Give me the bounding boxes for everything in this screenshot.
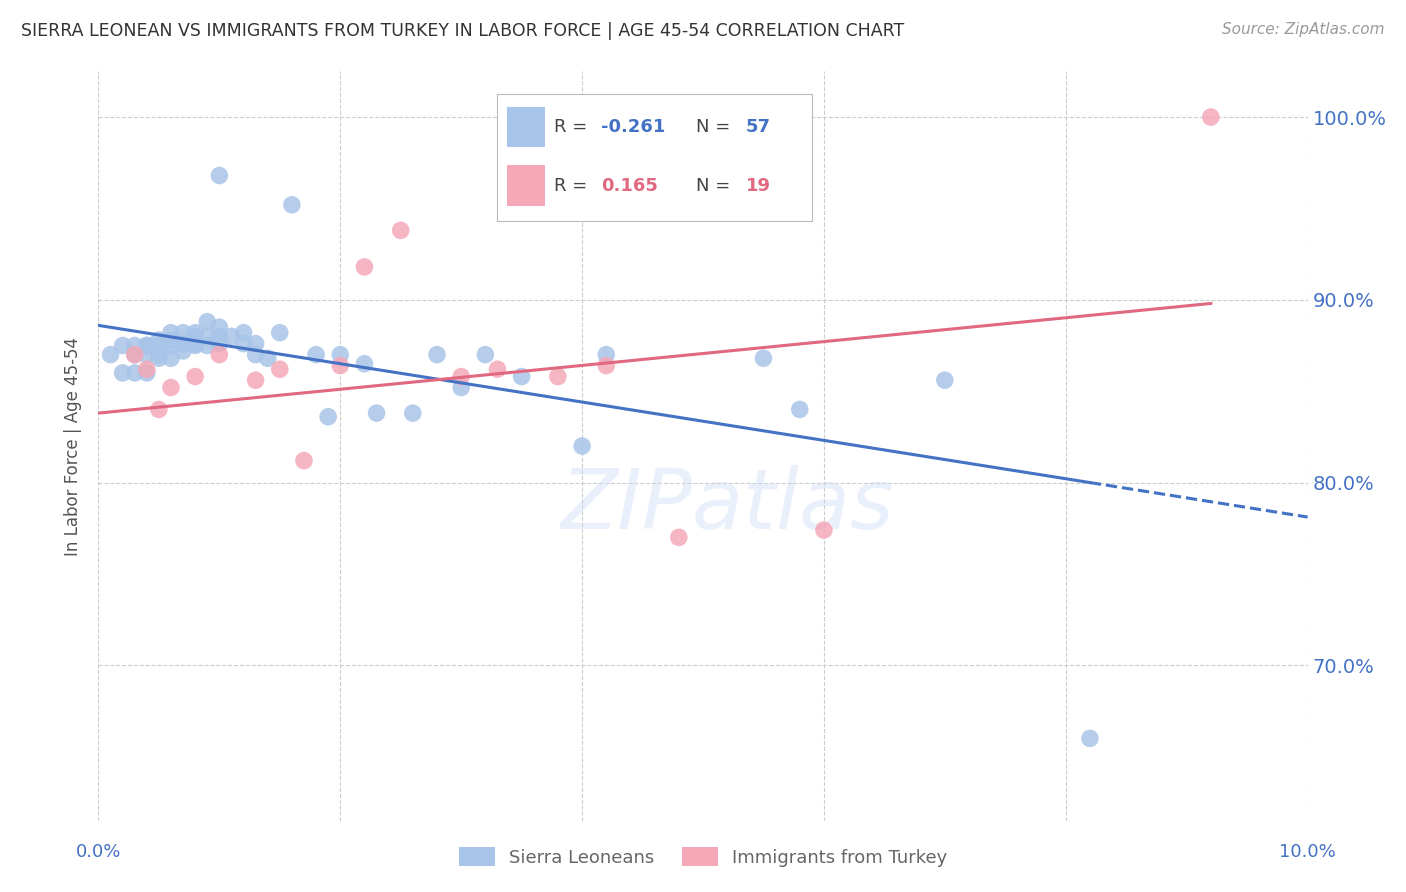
Point — [353, 260, 375, 274]
Point — [402, 406, 425, 420]
Point — [135, 366, 157, 380]
Point — [208, 169, 231, 183]
Point — [135, 338, 157, 352]
Point — [269, 326, 291, 340]
Point — [184, 336, 207, 351]
Point — [571, 439, 593, 453]
Point — [135, 338, 157, 352]
Point — [450, 380, 472, 394]
Point — [789, 402, 811, 417]
Point — [232, 336, 254, 351]
Text: 0.0%: 0.0% — [76, 843, 121, 861]
Point — [124, 348, 146, 362]
Point — [474, 348, 496, 362]
Point — [329, 348, 352, 362]
Point — [184, 338, 207, 352]
Point — [316, 409, 339, 424]
Point — [353, 357, 375, 371]
Point — [329, 359, 352, 373]
Point — [256, 351, 278, 366]
Point — [124, 338, 146, 352]
Point — [184, 369, 207, 384]
Point — [148, 338, 170, 352]
Point — [184, 329, 207, 343]
Point — [160, 380, 183, 394]
Point — [245, 373, 267, 387]
Point — [305, 348, 328, 362]
Point — [100, 348, 122, 362]
Point — [245, 336, 267, 351]
Point — [1078, 731, 1101, 746]
Text: ZIPatlas: ZIPatlas — [561, 466, 894, 547]
Text: Source: ZipAtlas.com: Source: ZipAtlas.com — [1222, 22, 1385, 37]
Legend: Sierra Leoneans, Immigrants from Turkey: Sierra Leoneans, Immigrants from Turkey — [451, 840, 955, 874]
Point — [281, 198, 304, 212]
Point — [668, 530, 690, 544]
Point — [1199, 110, 1222, 124]
Point — [208, 320, 231, 334]
Point — [148, 402, 170, 417]
Point — [172, 326, 194, 340]
Point — [813, 523, 835, 537]
Point — [221, 329, 243, 343]
Text: SIERRA LEONEAN VS IMMIGRANTS FROM TURKEY IN LABOR FORCE | AGE 45-54 CORRELATION : SIERRA LEONEAN VS IMMIGRANTS FROM TURKEY… — [21, 22, 904, 40]
Point — [208, 336, 231, 351]
Point — [160, 338, 183, 352]
Point — [124, 348, 146, 362]
Point — [111, 338, 134, 352]
Point — [366, 406, 388, 420]
Point — [184, 326, 207, 340]
Y-axis label: In Labor Force | Age 45-54: In Labor Force | Age 45-54 — [65, 336, 83, 556]
Point — [595, 348, 617, 362]
Point — [111, 366, 134, 380]
Point — [389, 223, 412, 237]
Point — [486, 362, 509, 376]
Point — [195, 315, 218, 329]
Point — [245, 348, 267, 362]
Point — [148, 351, 170, 366]
Point — [160, 333, 183, 347]
Point — [172, 336, 194, 351]
Point — [160, 326, 183, 340]
Point — [195, 329, 218, 343]
Text: 10.0%: 10.0% — [1279, 843, 1336, 861]
Point — [269, 362, 291, 376]
Point — [195, 338, 218, 352]
Point — [426, 348, 449, 362]
Point — [292, 453, 315, 467]
Point — [172, 336, 194, 351]
Point — [135, 362, 157, 376]
Point — [752, 351, 775, 366]
Point — [124, 366, 146, 380]
Point — [148, 348, 170, 362]
Point — [595, 359, 617, 373]
Point — [135, 348, 157, 362]
Point — [148, 333, 170, 347]
Point — [232, 326, 254, 340]
Point — [208, 348, 231, 362]
Point — [510, 369, 533, 384]
Point — [208, 329, 231, 343]
Point — [934, 373, 956, 387]
Point — [547, 369, 569, 384]
Point — [172, 343, 194, 358]
Point — [450, 369, 472, 384]
Point — [160, 351, 183, 366]
